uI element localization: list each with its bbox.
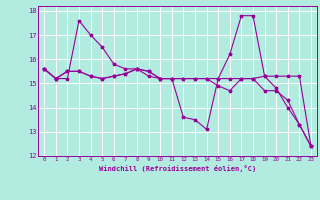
X-axis label: Windchill (Refroidissement éolien,°C): Windchill (Refroidissement éolien,°C) (99, 165, 256, 172)
